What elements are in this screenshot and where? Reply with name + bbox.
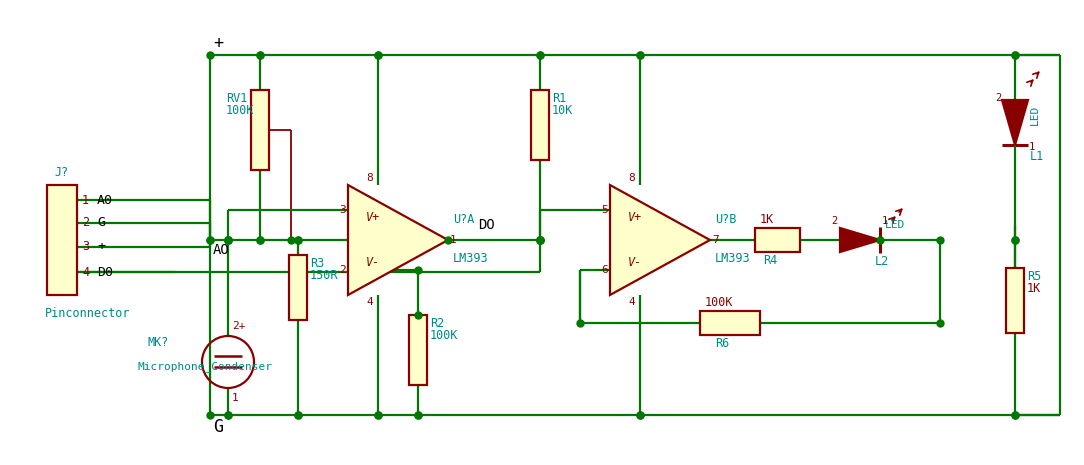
Text: +: + (96, 240, 105, 253)
Text: 1: 1 (82, 193, 89, 206)
Polygon shape (610, 185, 710, 295)
Text: 5: 5 (602, 205, 608, 215)
Text: 6: 6 (602, 265, 608, 275)
Text: R4: R4 (763, 254, 777, 267)
Text: +: + (212, 34, 223, 52)
Text: 4: 4 (366, 297, 373, 307)
Text: L1: L1 (1030, 150, 1044, 163)
Text: Pinconnector: Pinconnector (46, 307, 130, 320)
Text: 100K: 100K (225, 104, 255, 117)
Bar (531, 90, 549, 160)
Text: 2+: 2+ (232, 321, 245, 331)
Text: 2: 2 (82, 217, 89, 230)
Polygon shape (840, 228, 880, 252)
Bar (289, 255, 307, 320)
Text: U?B: U?B (715, 213, 736, 226)
Text: G: G (96, 217, 105, 230)
Text: Microphone_Condenser: Microphone_Condenser (138, 362, 273, 372)
Text: 1: 1 (1029, 142, 1035, 152)
Text: 150R: 150R (310, 269, 338, 282)
Bar (754, 228, 800, 252)
Text: 1: 1 (882, 216, 888, 226)
Text: 2: 2 (830, 216, 837, 226)
Text: G: G (212, 418, 223, 436)
Text: D0: D0 (96, 266, 113, 279)
Text: R3: R3 (310, 257, 324, 270)
Text: LM393: LM393 (453, 252, 489, 265)
Bar (700, 311, 760, 335)
Text: R5: R5 (1027, 270, 1042, 283)
Text: 4: 4 (628, 297, 635, 307)
Bar (251, 90, 269, 170)
Text: RV1: RV1 (225, 92, 247, 105)
Text: 1K: 1K (1027, 282, 1042, 295)
Text: A0: A0 (96, 193, 113, 206)
Text: V-: V- (366, 255, 380, 268)
Text: 100K: 100K (430, 329, 459, 342)
Bar (47, 185, 77, 295)
Text: U?A: U?A (453, 213, 475, 226)
Text: 2: 2 (995, 93, 1001, 103)
Text: R2: R2 (430, 317, 444, 330)
Text: 1K: 1K (760, 213, 774, 226)
Text: 3: 3 (339, 205, 346, 215)
Text: 4: 4 (82, 266, 89, 279)
Text: V+: V+ (366, 212, 380, 225)
Text: 7: 7 (712, 235, 719, 245)
Polygon shape (348, 185, 448, 295)
Text: 10K: 10K (552, 104, 573, 117)
Text: J?: J? (55, 166, 69, 179)
Bar (409, 315, 427, 385)
Bar (1006, 268, 1024, 333)
Text: R1: R1 (552, 92, 566, 105)
Text: LED: LED (885, 220, 905, 230)
Text: L2: L2 (875, 255, 889, 268)
Text: 2: 2 (339, 265, 346, 275)
Text: 8: 8 (628, 173, 635, 183)
Text: 8: 8 (366, 173, 373, 183)
Text: 100K: 100K (705, 296, 734, 309)
Text: AO: AO (212, 243, 230, 257)
Text: LED: LED (1030, 105, 1040, 125)
Text: 1: 1 (450, 235, 456, 245)
Text: R6: R6 (715, 337, 730, 350)
Text: DO: DO (478, 218, 494, 232)
Text: V-: V- (628, 255, 642, 268)
Text: 1: 1 (232, 393, 238, 403)
Text: LM393: LM393 (715, 252, 750, 265)
Text: 3: 3 (82, 240, 89, 253)
Text: V+: V+ (628, 212, 642, 225)
Text: MK?: MK? (149, 336, 169, 348)
Polygon shape (1002, 100, 1028, 145)
